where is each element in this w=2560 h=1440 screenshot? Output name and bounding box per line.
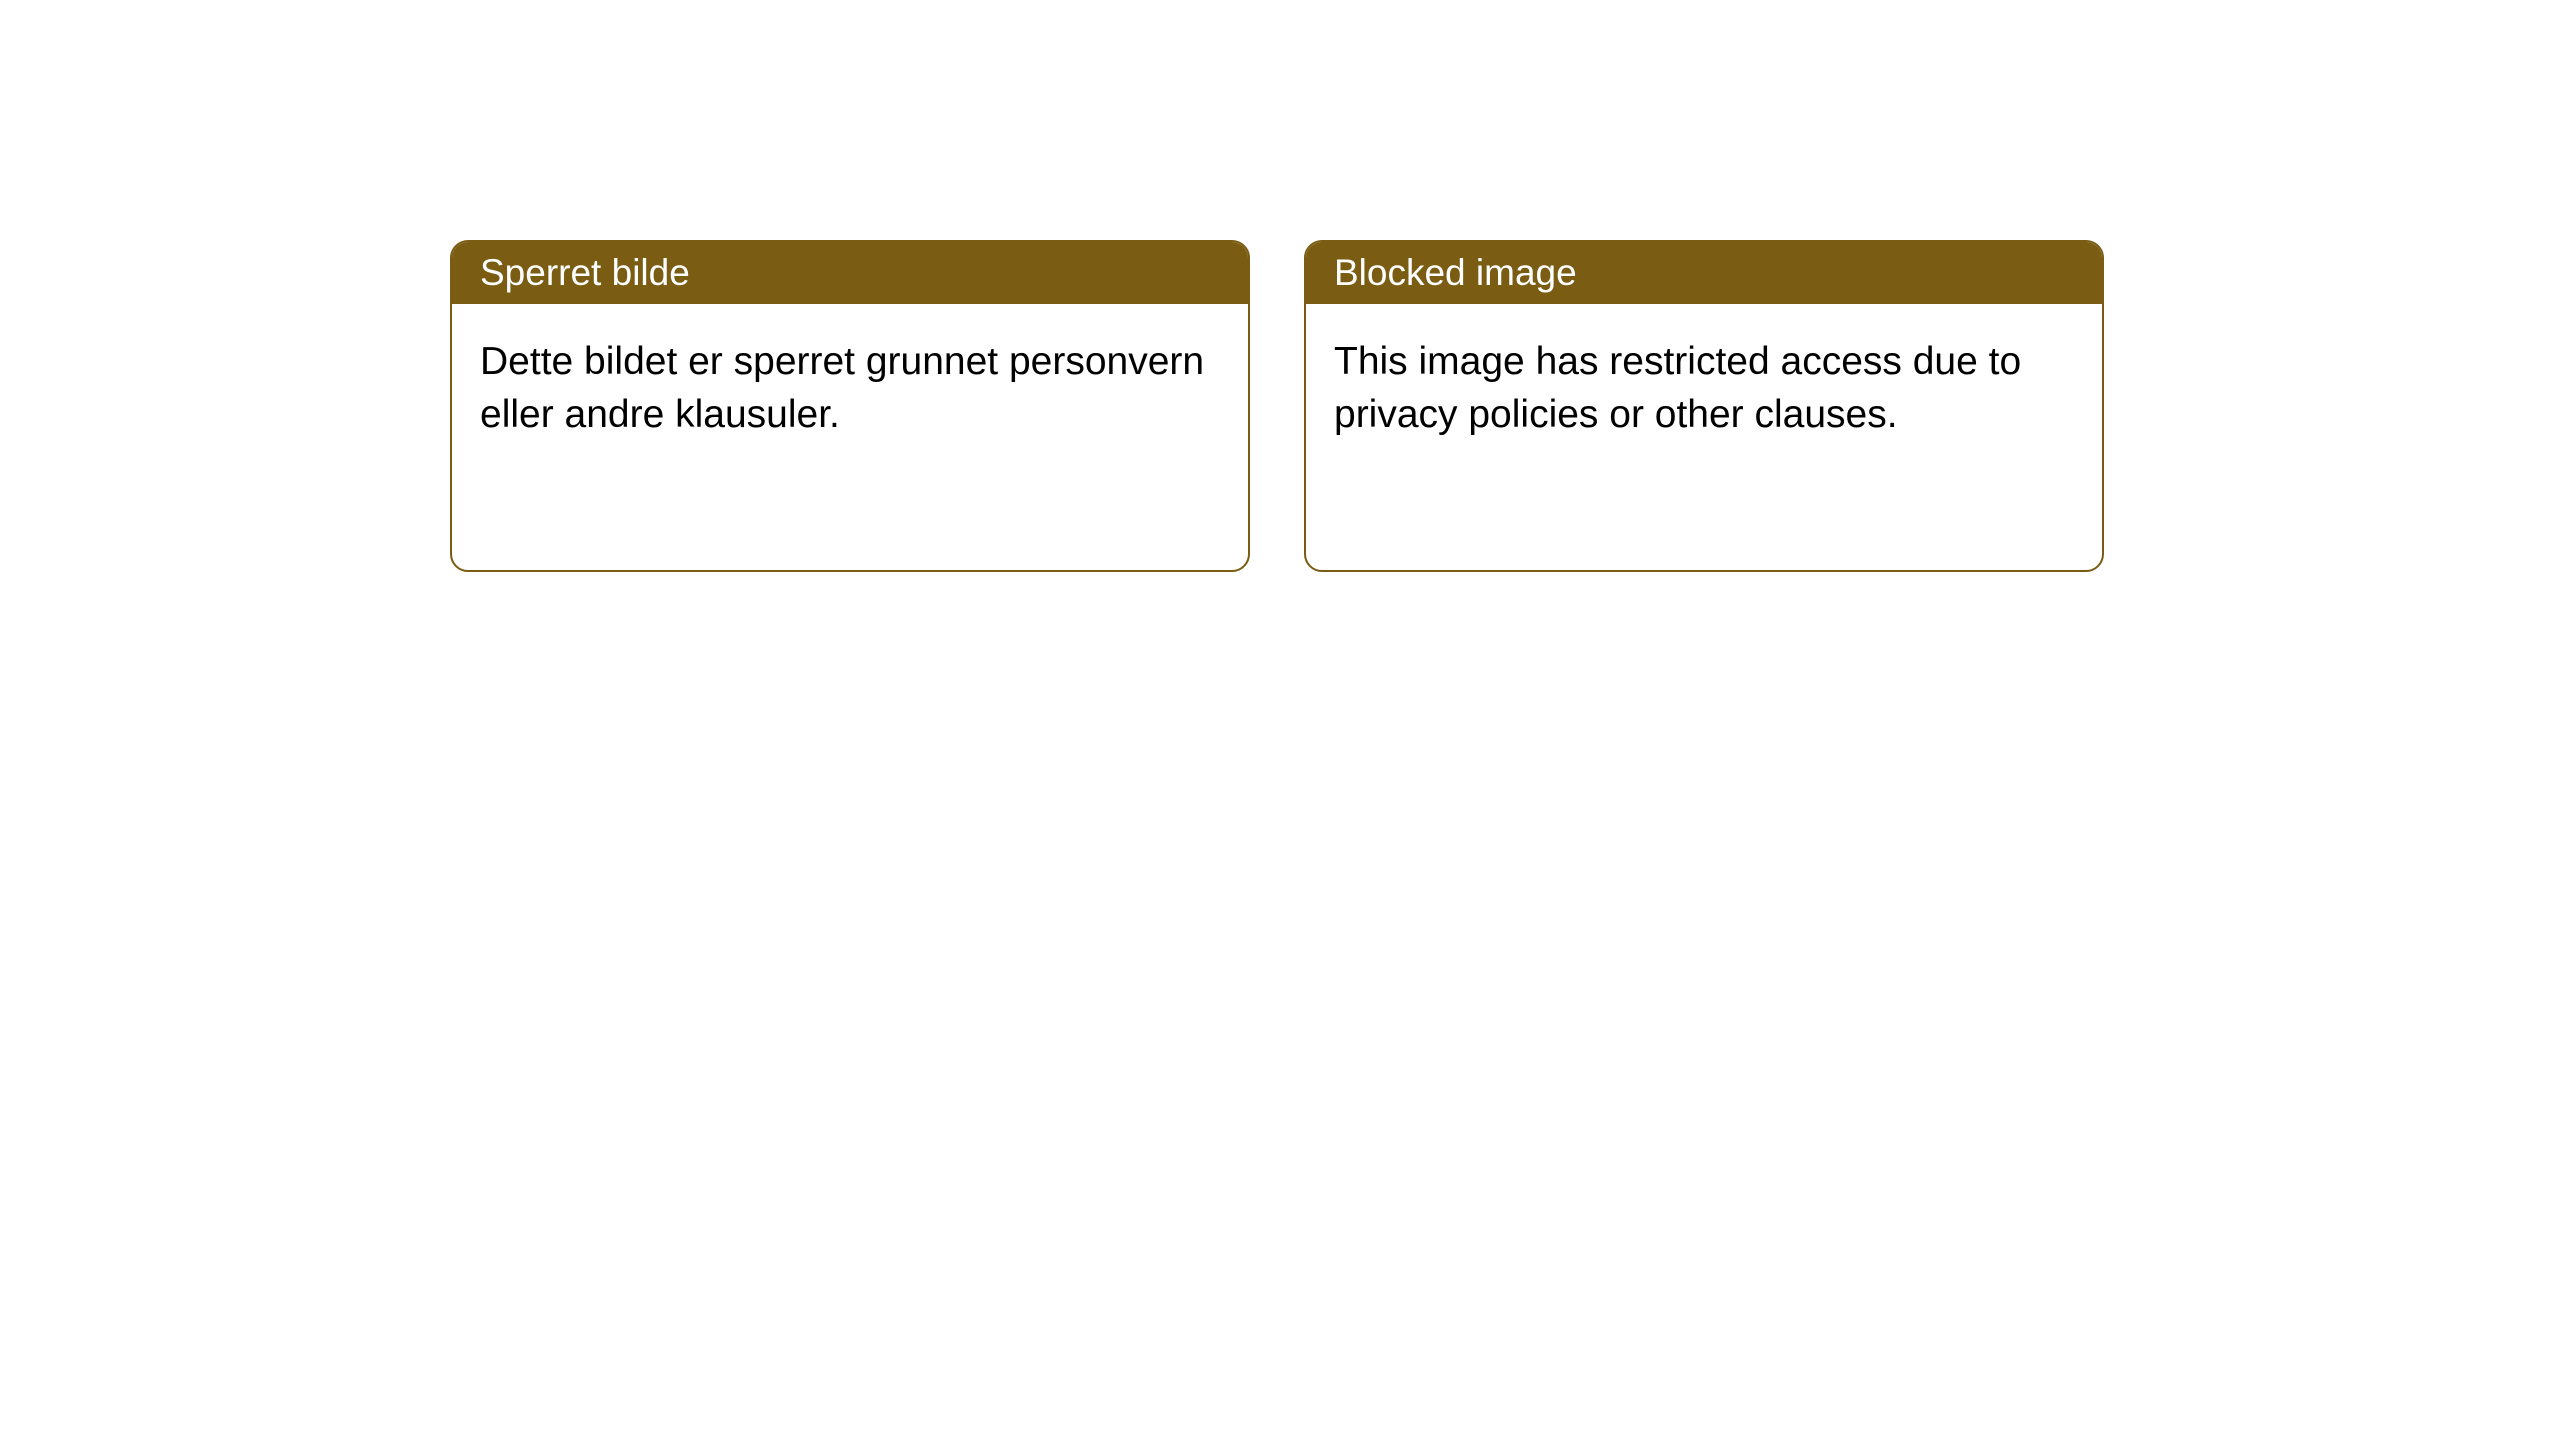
notice-container: Sperret bilde Dette bildet er sperret gr… [450, 240, 2560, 572]
notice-body: Dette bildet er sperret grunnet personve… [452, 304, 1248, 473]
notice-title: Blocked image [1334, 252, 1577, 293]
notice-body-text: Dette bildet er sperret grunnet personve… [480, 340, 1204, 436]
notice-header: Blocked image [1306, 242, 2102, 304]
notice-card-english: Blocked image This image has restricted … [1304, 240, 2104, 572]
notice-body: This image has restricted access due to … [1306, 304, 2102, 473]
notice-body-text: This image has restricted access due to … [1334, 340, 2021, 436]
notice-header: Sperret bilde [452, 242, 1248, 304]
notice-card-norwegian: Sperret bilde Dette bildet er sperret gr… [450, 240, 1250, 572]
notice-title: Sperret bilde [480, 252, 690, 293]
